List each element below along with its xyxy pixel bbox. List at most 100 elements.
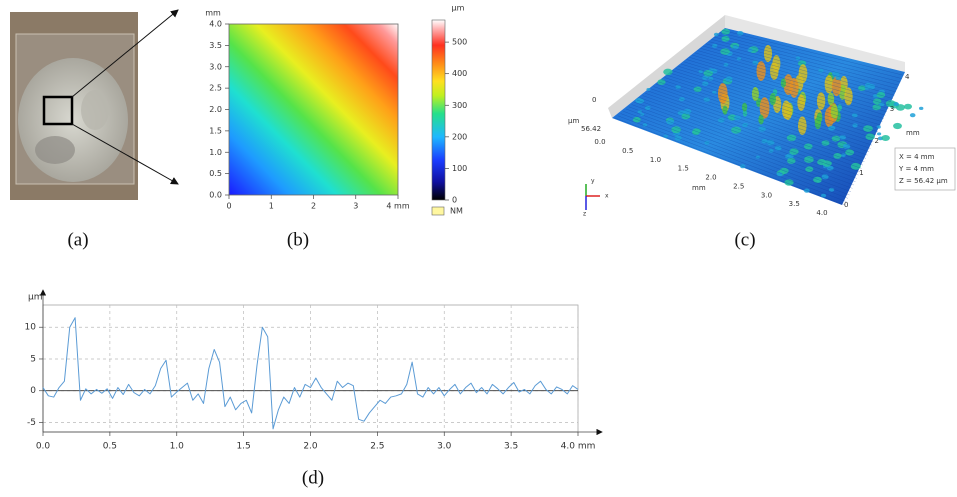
surface-peak: [822, 160, 832, 167]
x-tick-label: 2.5: [370, 442, 384, 452]
triad-label: y: [591, 178, 595, 185]
surface-peak: [712, 90, 717, 94]
colorbar-tick-label: 400: [452, 69, 467, 78]
surface-peak: [828, 125, 836, 131]
surface-peak: [731, 126, 742, 134]
surface-peak: [671, 126, 681, 134]
surface-streak: [680, 63, 882, 126]
nm-label: NM: [450, 207, 463, 216]
x-tick-label: 1.5: [678, 165, 689, 173]
readout-line: Y = 4 mm: [898, 165, 934, 173]
x-tick-label: 3.5: [789, 200, 800, 208]
y-tick-label: -5: [27, 418, 36, 428]
surface-streak: [617, 115, 847, 202]
surface-streak: [650, 88, 865, 162]
x-tick-label: 0.5: [622, 147, 633, 155]
surface-streak: [697, 50, 891, 106]
surface-wall: [725, 15, 905, 72]
surface-peak: [752, 60, 759, 65]
x-tick-label: 1.0: [170, 442, 185, 452]
height-map: [229, 24, 398, 195]
surface-peak: [816, 92, 826, 110]
surface-peak: [698, 70, 703, 74]
z-tick-label: 0: [592, 96, 596, 104]
surface-peak: [873, 98, 882, 105]
surface-peak: [885, 100, 896, 108]
x-tick-label: 2.0: [303, 442, 318, 452]
surface-streak: [716, 34, 901, 83]
panel-label: (b): [287, 229, 309, 250]
x-tick-label: 0.0: [36, 442, 51, 452]
surface-peak: [692, 129, 700, 136]
surface-streak: [647, 90, 864, 166]
surface-streak: [667, 75, 874, 143]
height-map-ticks: 0 1 2 3 4 mm 0.0 0.5 1.0 1.5 2.0 2.5 3.0 3.5 4.0 0 100 2…: [209, 20, 467, 211]
surface-peak: [904, 103, 912, 110]
surface-peak: [637, 110, 642, 114]
surface-peak: [789, 148, 799, 155]
surface-peak: [663, 68, 673, 76]
surface-streak: [645, 93, 862, 169]
surface-peak: [780, 78, 787, 88]
surface-streak: [700, 48, 892, 103]
surface-3d: [608, 15, 924, 206]
surface-streak: [636, 99, 858, 179]
surface-streak: [669, 72, 876, 139]
surface-streak: [661, 79, 871, 149]
surface-streak: [614, 117, 846, 206]
y-tick-label: 10: [25, 323, 37, 333]
surface-peak: [720, 48, 730, 55]
y-tick-label: 0.5: [209, 169, 222, 178]
surface-peak: [785, 154, 791, 159]
surface-streak: [625, 108, 852, 192]
x-tick-label: 0: [226, 202, 231, 211]
x-tick-label: 3.0: [437, 442, 452, 452]
surface-streak: [639, 97, 859, 176]
surface-streak: [620, 113, 849, 199]
surface-peak: [713, 32, 719, 37]
colorbar-tick-label: 500: [452, 38, 467, 47]
x-tick-label: 4.0: [816, 209, 827, 217]
x-unit: mm: [692, 184, 706, 192]
surface-peak: [804, 143, 813, 150]
colorbar: [431, 19, 446, 201]
surface-streak: [653, 86, 867, 159]
surface-streak: [664, 77, 873, 146]
surface-peak: [813, 176, 822, 183]
surface-peak: [833, 153, 842, 159]
surface-peak: [783, 102, 793, 120]
y-tick-label: 1.5: [209, 126, 222, 135]
photo: [10, 12, 138, 200]
zoom-arrow: [71, 9, 179, 98]
surface-streak: [656, 84, 868, 156]
surface-peak: [712, 43, 718, 48]
surface-streak: [623, 111, 850, 196]
surface-streak: [631, 104, 855, 186]
surface-peak: [725, 76, 733, 82]
axis-unit: mm: [205, 9, 221, 18]
surface-streak: [678, 66, 880, 129]
colorbar-unit: µm: [452, 4, 465, 13]
surface-streak: [694, 52, 889, 109]
surface-peak: [674, 135, 682, 141]
surface-peak: [821, 174, 829, 180]
y-tick-label: 4: [905, 73, 910, 81]
surface-peak: [805, 166, 814, 172]
surface-peak: [657, 79, 666, 85]
roi-box: [42, 95, 74, 126]
y-tick-label: 0: [30, 386, 36, 396]
y-tick-label: 2.5: [209, 84, 222, 93]
triad-label: z: [583, 211, 586, 218]
surface-peak: [893, 102, 899, 106]
readout-line: Z = 56.42 µm: [899, 177, 948, 185]
surface-peak: [758, 126, 766, 132]
y-tick-label: 3: [890, 105, 894, 113]
surface-peak: [876, 92, 886, 98]
photo-spot: [35, 136, 75, 164]
surface-peak: [909, 113, 916, 118]
surface-streak: [634, 102, 856, 182]
surface-peak: [845, 149, 854, 156]
x-tick-label: 3.0: [761, 191, 772, 199]
surface-peak: [881, 135, 890, 141]
